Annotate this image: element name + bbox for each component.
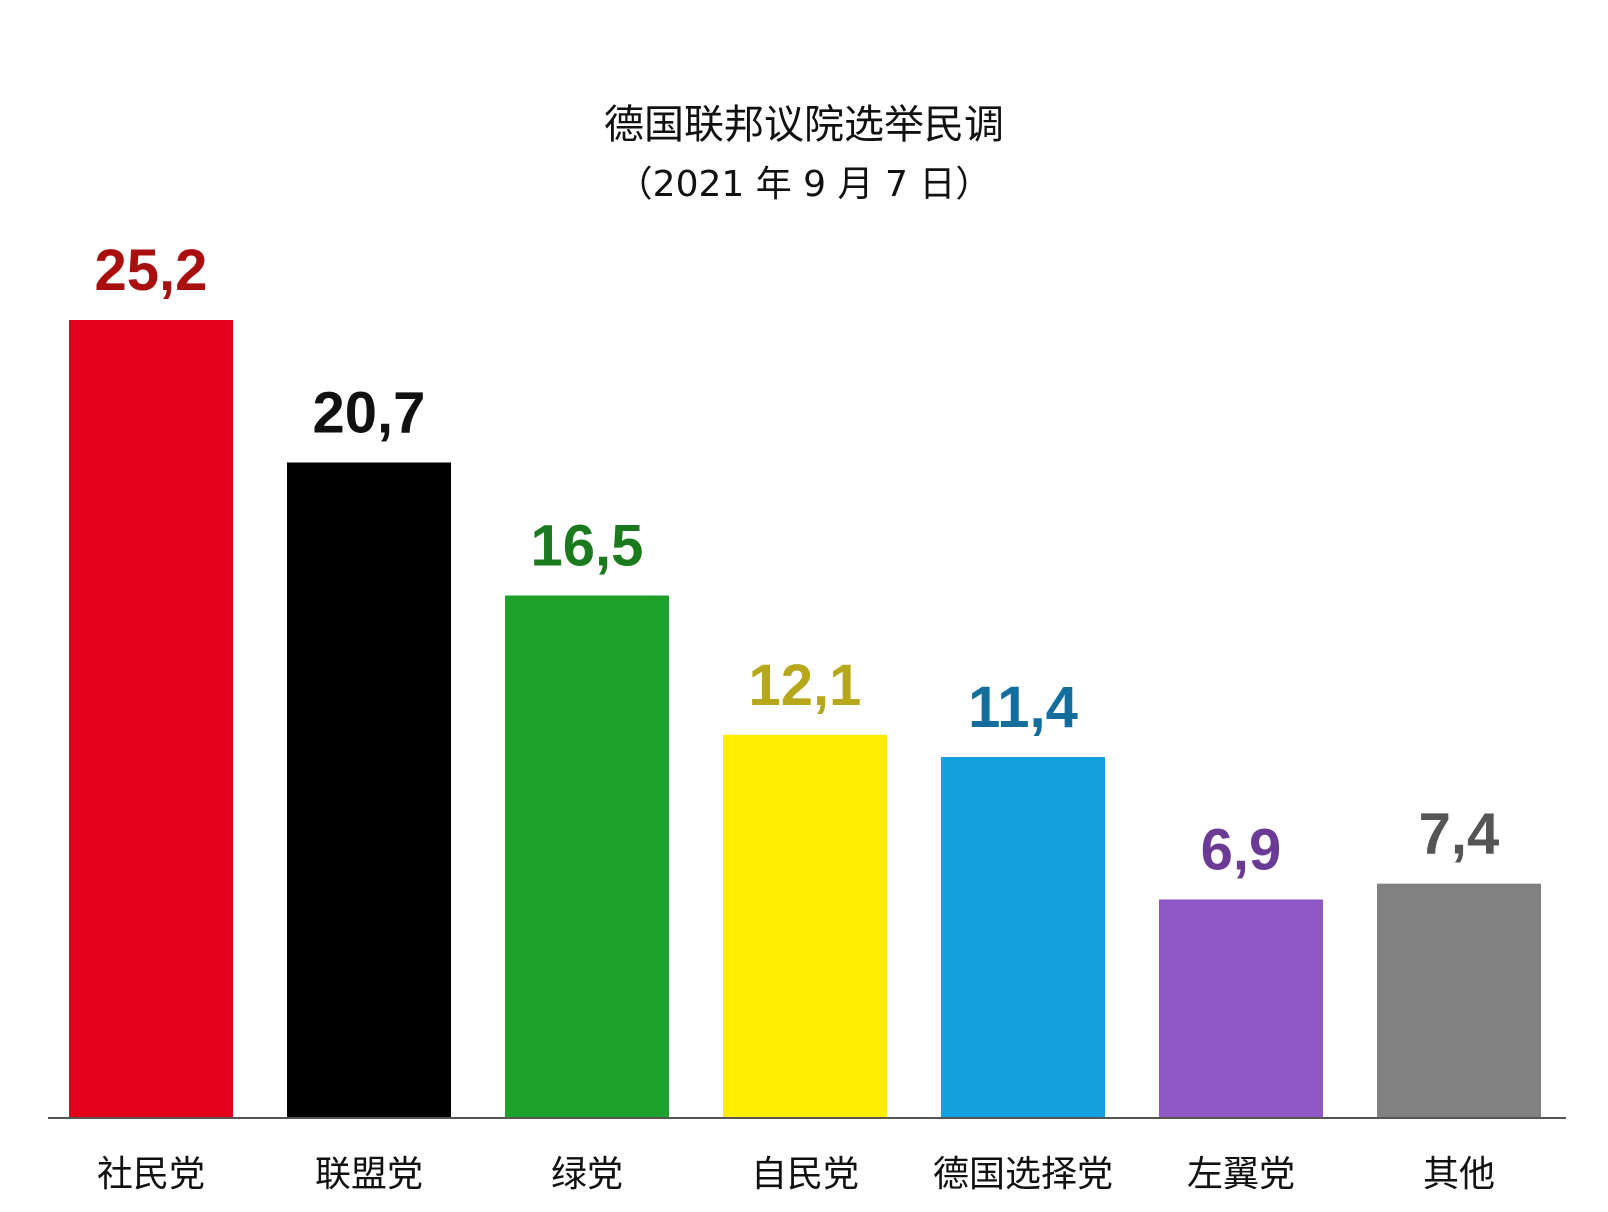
category-label-2: 联盟党 bbox=[315, 1154, 423, 1195]
bar-6 bbox=[1159, 899, 1323, 1118]
bar-3 bbox=[505, 595, 669, 1118]
value-label-2: 20,7 bbox=[313, 381, 426, 446]
category-label-4: 自民党 bbox=[751, 1154, 859, 1195]
bar-5 bbox=[941, 757, 1105, 1118]
category-label-1: 社民党 bbox=[97, 1154, 205, 1195]
bar-1 bbox=[69, 320, 233, 1118]
bar-2 bbox=[287, 462, 451, 1118]
chart-title: 德国联邦议院选举民调 bbox=[604, 102, 1004, 148]
bar-4 bbox=[723, 734, 887, 1118]
category-labels-group: 社民党 联盟党 绿党 自民党 德国选择党 左翼党 其他 bbox=[97, 1154, 1495, 1195]
category-label-7: 其他 bbox=[1423, 1154, 1495, 1195]
value-label-4: 12,1 bbox=[749, 653, 862, 718]
value-label-3: 16,5 bbox=[531, 514, 644, 579]
bar-7 bbox=[1377, 883, 1541, 1118]
category-label-3: 绿党 bbox=[551, 1154, 623, 1195]
value-labels-group: 25,2 20,7 16,5 12,1 11,4 6,9 7,4 bbox=[95, 238, 1500, 883]
value-label-6: 6,9 bbox=[1201, 818, 1282, 883]
category-label-6: 左翼党 bbox=[1187, 1154, 1295, 1195]
value-label-7: 7,4 bbox=[1419, 802, 1500, 867]
chart-subtitle: （2021 年 9 月 7 日） bbox=[617, 164, 992, 205]
bars-group bbox=[69, 320, 1541, 1118]
category-label-5: 德国选择党 bbox=[933, 1154, 1113, 1195]
value-label-1: 25,2 bbox=[95, 238, 208, 303]
value-label-5: 11,4 bbox=[968, 675, 1078, 740]
